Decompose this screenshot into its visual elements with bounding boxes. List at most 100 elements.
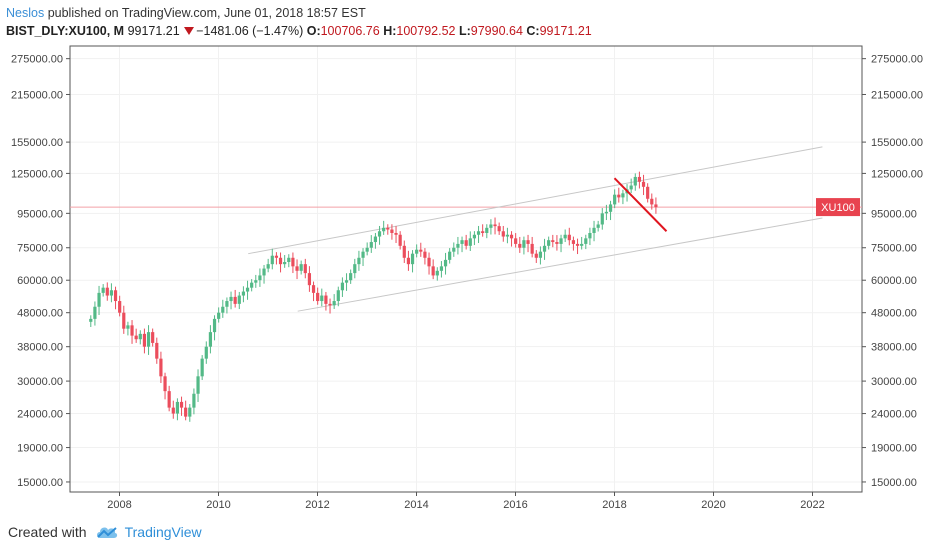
y-tick-label-right: 215000.00: [871, 89, 923, 101]
candle-body: [604, 211, 609, 214]
candle-body: [303, 264, 307, 274]
candle-body: [320, 295, 324, 302]
candle-body: [122, 312, 126, 329]
author-link[interactable]: Neslos: [6, 6, 45, 20]
price-badge: [816, 198, 860, 217]
high-label: H:: [383, 24, 397, 38]
candle-body: [97, 292, 101, 307]
candle-body: [130, 325, 134, 336]
candle-body: [167, 391, 171, 408]
x-tick-label: 2010: [206, 499, 230, 511]
y-tick-label-left: 215000.00: [11, 89, 63, 101]
candle-body: [295, 266, 299, 271]
candle-body: [212, 318, 217, 333]
candle-body: [283, 262, 287, 265]
candle-body: [559, 238, 563, 244]
candle-body: [217, 312, 221, 319]
candle-body: [443, 259, 448, 267]
candle-body: [113, 290, 118, 302]
candle-body: [534, 253, 538, 258]
candle-body: [386, 227, 390, 230]
y-tick-label-left: 48000.00: [17, 308, 63, 320]
candle-body: [311, 285, 316, 293]
candle-body: [134, 335, 138, 340]
candle-body: [394, 232, 398, 235]
candle-body: [109, 290, 114, 296]
candle-body: [221, 306, 225, 313]
candle-body: [460, 240, 464, 244]
candle-body: [592, 227, 596, 233]
channel-lower-line: [297, 217, 823, 312]
candle-body: [270, 255, 274, 265]
candle-body: [596, 224, 600, 228]
candle-body: [373, 236, 378, 243]
y-tick-label-right: 125000.00: [871, 168, 923, 180]
y-tick-label-left: 75000.00: [17, 243, 63, 255]
y-tick-label-left: 24000.00: [17, 409, 63, 421]
candle-body: [501, 231, 505, 237]
candle-body: [542, 245, 547, 252]
candle-body: [654, 204, 658, 208]
y-tick-label-right: 38000.00: [871, 342, 917, 354]
ohlc-line: BIST_DLY:XU100, M 99171.21 −1481.06 (−1.…: [6, 22, 926, 40]
candle-body: [254, 280, 258, 283]
candle-body: [406, 257, 411, 265]
candle-body: [555, 242, 559, 244]
candle-body: [258, 275, 262, 281]
candle-body: [101, 287, 105, 293]
candle-body: [324, 295, 328, 304]
candle-body: [509, 234, 514, 239]
candle-body: [435, 270, 439, 276]
candle-body: [192, 393, 196, 408]
candle-body: [361, 251, 365, 258]
candle-body: [448, 251, 452, 260]
low-value: 97990.64: [470, 24, 523, 38]
candle-body: [89, 318, 93, 322]
price-change: −1481.06 (−1.47%): [196, 24, 304, 38]
candle-body: [641, 181, 646, 187]
y-tick-label-left: 95000.00: [17, 208, 63, 220]
candle-body: [518, 243, 522, 248]
candle-body: [237, 295, 241, 304]
x-tick-label: 2016: [503, 499, 527, 511]
y-tick-label-left: 275000.00: [11, 54, 63, 66]
candle-body: [538, 251, 543, 258]
last-price: 99171.21: [127, 24, 180, 38]
candle-body: [567, 234, 571, 241]
candle-body: [229, 296, 233, 302]
x-tick-label: 2022: [800, 499, 824, 511]
candle-body: [617, 194, 621, 198]
candle-body: [575, 243, 580, 246]
candle-body: [646, 186, 650, 199]
candle-body: [159, 358, 163, 377]
candle-body: [349, 273, 353, 281]
candle-body: [188, 407, 192, 417]
y-tick-label-right: 95000.00: [871, 208, 917, 220]
footer: Created with TradingView: [8, 524, 202, 540]
candle-body: [225, 301, 229, 307]
down-arrow-icon: [184, 27, 195, 35]
tradingview-logo[interactable]: TradingView: [95, 524, 202, 540]
candle-body: [427, 257, 431, 267]
candle-body: [476, 231, 481, 235]
candle-body: [571, 240, 576, 244]
trend-arrow-line: [613, 177, 668, 232]
cloud-icon: [96, 527, 117, 538]
y-tick-label-right: 75000.00: [871, 243, 917, 255]
y-tick-label-left: 155000.00: [11, 137, 63, 149]
candle-body: [497, 226, 501, 232]
candle-body: [439, 266, 444, 271]
y-tick-label-right: 15000.00: [871, 477, 917, 489]
candle-body: [291, 257, 295, 267]
y-tick-label-left: 19000.00: [17, 443, 63, 455]
candle-body: [171, 407, 175, 414]
candle-body: [287, 257, 291, 263]
candle-body: [299, 264, 303, 271]
chart-header: Neslos published on TradingView.com, Jun…: [6, 4, 926, 40]
open-label: O:: [306, 24, 321, 38]
y-tick-label-left: 30000.00: [17, 376, 63, 388]
open-value: 100706.76: [320, 24, 380, 38]
candle-body: [650, 198, 654, 205]
candle-body: [126, 325, 130, 329]
